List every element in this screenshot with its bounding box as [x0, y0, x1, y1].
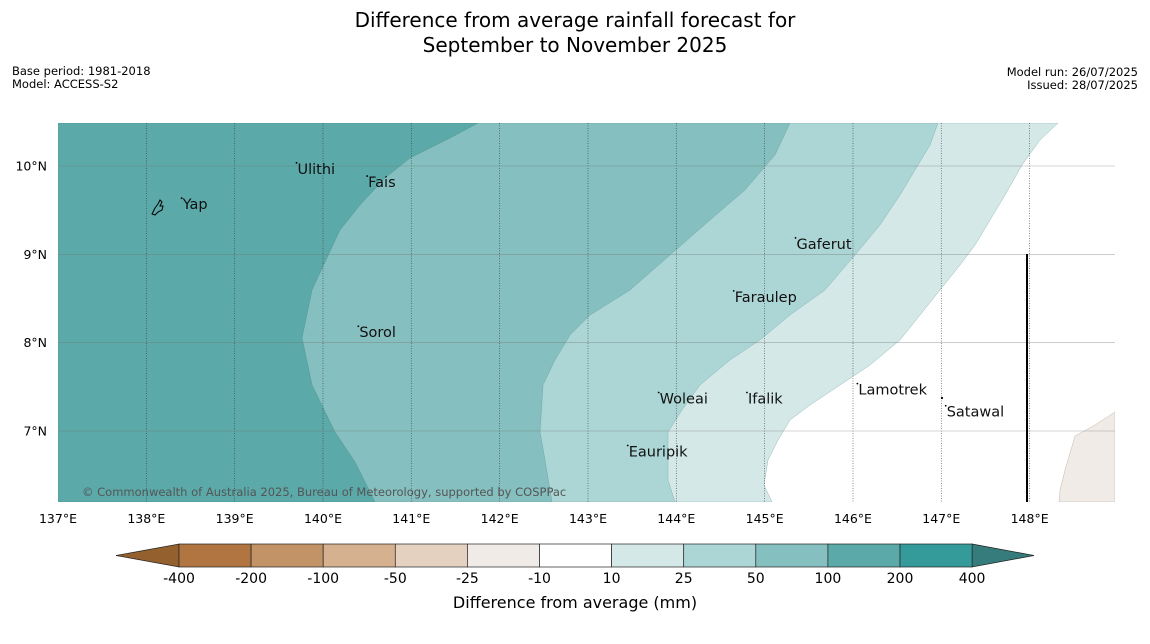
colorbar-swatch — [827, 543, 901, 568]
graticule — [58, 123, 1115, 502]
longitude-tick-label: 146°E — [834, 511, 872, 526]
latitude-tick-label: 7°N — [23, 423, 47, 438]
meta-left: Base period: 1981-2018 Model: ACCESS-S2 — [12, 65, 151, 91]
colorbar-swatch — [539, 543, 612, 568]
colorbar-tick-label: -100 — [307, 571, 339, 587]
place-marker — [732, 290, 735, 292]
latitude-tick-label: 8°N — [23, 335, 47, 350]
latitude-tick-labels: 10°N 9°N 8°N 7°N — [15, 159, 47, 439]
colorbar-swatch — [178, 543, 252, 568]
colorbar-tick-label: 400 — [959, 571, 986, 587]
place-labels: Yap Ulithi Fais Gaferut Faraulep Sorol Lamotre… — [180, 161, 1004, 460]
latitude-tick-label: 9°N — [23, 247, 47, 262]
place-marker — [856, 382, 859, 385]
model-run-text: Model run: 26/07/2025 — [1006, 65, 1138, 79]
longitude-tick-label: 137°E — [39, 511, 77, 526]
colorbar-tick-label: 200 — [887, 571, 914, 587]
colorbar-tick-label: -50 — [384, 571, 407, 587]
colorbar-tick-label: 50 — [747, 571, 765, 587]
longitude-tick-label: 139°E — [216, 511, 254, 526]
place-label: Sorol — [359, 325, 396, 341]
colorbar-swatch — [394, 543, 468, 568]
place-label: Satawal — [947, 405, 1004, 421]
longitude-tick-label: 140°E — [304, 511, 342, 526]
longitude-tick-labels: 137°E 138°E 139°E 140°E 141°E 142°E 143°E 144°E… — [39, 511, 1049, 526]
place-label: Gaferut — [797, 237, 852, 253]
place-marker — [180, 197, 183, 200]
band-minus-10-minus-25 — [1058, 411, 1115, 502]
place-label: Faraulep — [735, 290, 797, 306]
place-label: Yap — [182, 197, 208, 213]
place-marker — [944, 404, 947, 407]
band-100-200 — [58, 123, 479, 502]
colorbar-tick-label: -200 — [235, 571, 267, 587]
colorbar-swatch — [250, 543, 324, 568]
place-label: Fais — [368, 175, 395, 191]
colorbar-tick-label: 100 — [815, 571, 842, 587]
colorbar-swatch — [899, 543, 973, 568]
yap-island-outline — [151, 199, 164, 216]
colorbar-swatch — [611, 543, 685, 568]
colorbar-tick-label: 10 — [603, 571, 621, 587]
colorbar-tick-label: -25 — [456, 571, 479, 587]
place-marker — [626, 444, 629, 447]
longitude-tick-label: 142°E — [481, 511, 519, 526]
colorbar-tick-label: -400 — [163, 571, 195, 587]
meta-right: Model run: 26/07/2025 Issued: 28/07/2025 — [1007, 66, 1138, 92]
longitude-tick-label: 138°E — [127, 511, 165, 526]
issued-text: Issued: 28/07/2025 — [1027, 78, 1138, 92]
place-marker — [794, 237, 797, 239]
place-marker — [366, 175, 369, 177]
place-marker — [357, 325, 360, 328]
place-label: Ifalik — [748, 391, 783, 407]
longitude-tick-label: 141°E — [392, 511, 430, 526]
colorbar-low-extend — [115, 543, 180, 568]
colorbar-tick-label: 25 — [675, 571, 693, 587]
rainfall-anomaly-map — [58, 123, 1115, 502]
model-text: Model: ACCESS-S2 — [12, 77, 119, 91]
base-period-text: Base period: 1981-2018 — [12, 64, 151, 78]
colorbar-title: Difference from average (mm) — [452, 593, 698, 612]
place-label: Lamotrek — [858, 383, 927, 399]
colorbar-swatch — [755, 543, 829, 568]
longitude-tick-label: 147°E — [922, 511, 960, 526]
longitude-tick-label: 144°E — [657, 511, 695, 526]
place-label: Ulithi — [297, 162, 335, 178]
place-marker — [746, 391, 748, 394]
copyright-text: © Commonwealth of Australia 2025, Bureau… — [82, 485, 566, 499]
map-title: Difference from average rainfall forecas… — [0, 8, 1150, 58]
longitude-tick-label: 148°E — [1011, 511, 1049, 526]
longitude-tick-label: 143°E — [569, 511, 607, 526]
longitude-tick-label: 145°E — [746, 511, 784, 526]
place-marker — [657, 391, 660, 394]
latitude-tick-label: 10°N — [15, 159, 47, 174]
colorbar-high-extend — [971, 543, 1035, 568]
colorbar-tick-label: -10 — [528, 571, 551, 587]
colorbar-swatch — [322, 543, 396, 568]
map-title-line2: September to November 2025 — [422, 33, 728, 57]
colorbar: -400 -200 -100 -50 -25 -10 10 25 50 100 200 400 — [115, 543, 1035, 587]
place-marker — [295, 161, 298, 164]
place-label: Eauripik — [629, 444, 688, 460]
colorbar-swatch — [467, 543, 540, 568]
map-title-line1: Difference from average rainfall forecas… — [354, 8, 796, 32]
colorbar-swatch — [683, 543, 757, 568]
place-label: Woleai — [660, 391, 708, 407]
island-dot — [940, 396, 944, 400]
